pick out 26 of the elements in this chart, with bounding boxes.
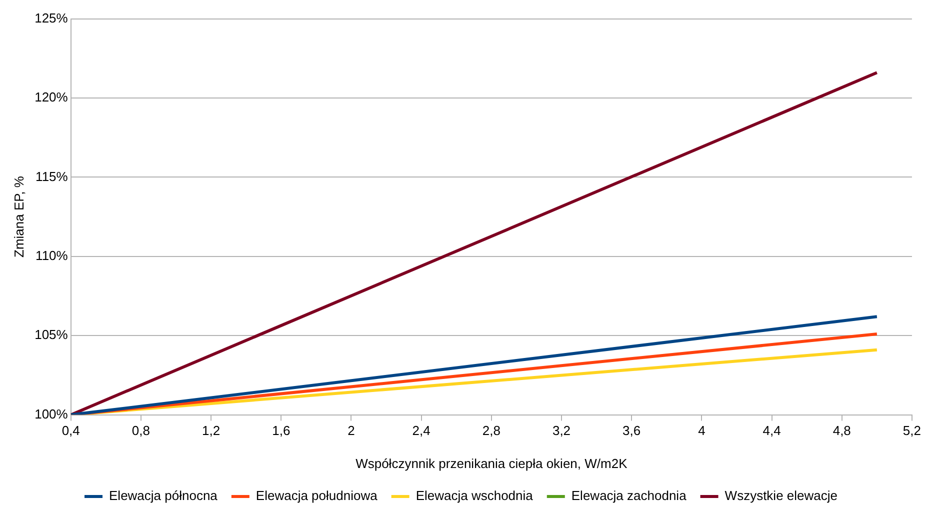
legend-label: Wszystkie elewacje	[724, 488, 838, 504]
x-tick-label: 2,8	[482, 423, 500, 438]
y-tick-label: 100%	[34, 406, 68, 422]
x-tick-label: 2	[348, 423, 355, 438]
y-axis-title: Zmiana EP, %	[11, 176, 26, 258]
y-tick-label: 120%	[34, 90, 68, 105]
y-tick-label: 105%	[34, 327, 68, 342]
x-tick-label: 3,2	[552, 423, 571, 438]
y-tick-label: 110%	[36, 248, 68, 263]
x-tick-label: 5,2	[902, 423, 922, 438]
x-tick-label: 0,8	[132, 423, 150, 438]
legend-label: Elewacja północna	[109, 488, 218, 504]
x-tick-label: 4	[698, 423, 706, 438]
legend-label: Elewacja zachodnia	[571, 488, 688, 504]
x-tick-label: 1,6	[272, 423, 290, 438]
legend-label: Elewacja południowa	[256, 488, 378, 504]
x-tick-label: 4,4	[762, 423, 781, 438]
x-tick-label: 2,4	[412, 423, 430, 438]
y-tick-label: 115%	[36, 168, 68, 184]
legend-label: Elewacja wschodnia	[416, 488, 534, 504]
x-tick-label: 0,4	[62, 423, 80, 438]
x-tick-label: 1,2	[202, 423, 220, 438]
x-tick-label: 4,8	[832, 423, 851, 438]
x-axis-title: Współczynnik przenikania ciepła okien, W/m2K	[356, 456, 628, 471]
y-tick-label: 125%	[34, 10, 68, 26]
x-tick-label: 3,6	[622, 423, 641, 438]
